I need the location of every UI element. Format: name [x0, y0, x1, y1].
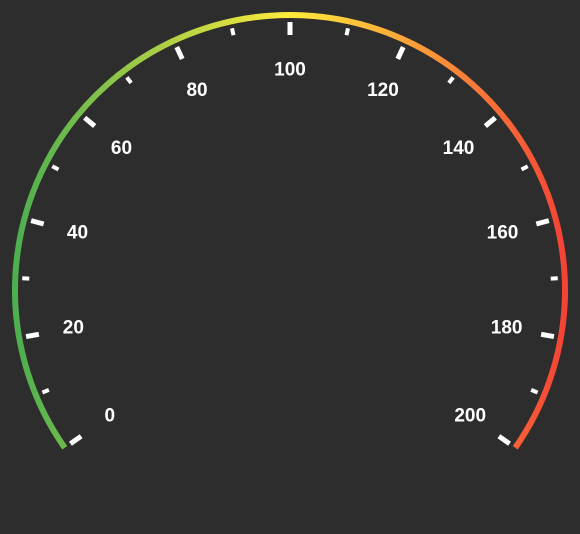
tick-label: 120: [367, 80, 399, 101]
tick-label: 160: [487, 223, 519, 244]
major-tick: [174, 46, 185, 60]
major-tick: [535, 218, 550, 227]
tick-label: 180: [491, 318, 523, 339]
minor-tick: [41, 388, 50, 395]
tick-marks: [22, 22, 558, 446]
tick-label: 100: [274, 60, 306, 81]
tick-label: 20: [63, 318, 84, 339]
tick-label: 0: [104, 406, 115, 427]
minor-tick: [230, 27, 236, 36]
tick-label: 80: [186, 80, 207, 101]
major-tick: [497, 434, 511, 446]
major-tick: [83, 115, 97, 129]
minor-tick: [520, 164, 529, 172]
gauge-arc: [12, 12, 568, 450]
major-tick: [483, 115, 497, 129]
tick-label: 200: [454, 406, 486, 427]
major-tick: [395, 46, 406, 60]
major-tick: [540, 331, 555, 339]
tick-label: 40: [67, 223, 88, 244]
minor-tick: [530, 388, 539, 395]
minor-tick: [51, 164, 60, 172]
tick-labels: 0 20 40 60 80 100 120 140 160 180 200: [63, 60, 523, 427]
tick-label: 140: [443, 138, 475, 159]
minor-tick: [125, 76, 133, 85]
tick-label: 60: [111, 138, 132, 159]
major-tick: [30, 218, 45, 227]
minor-tick: [344, 27, 350, 36]
minor-tick: [447, 76, 455, 85]
major-tick: [25, 331, 40, 339]
major-tick: [69, 434, 83, 446]
